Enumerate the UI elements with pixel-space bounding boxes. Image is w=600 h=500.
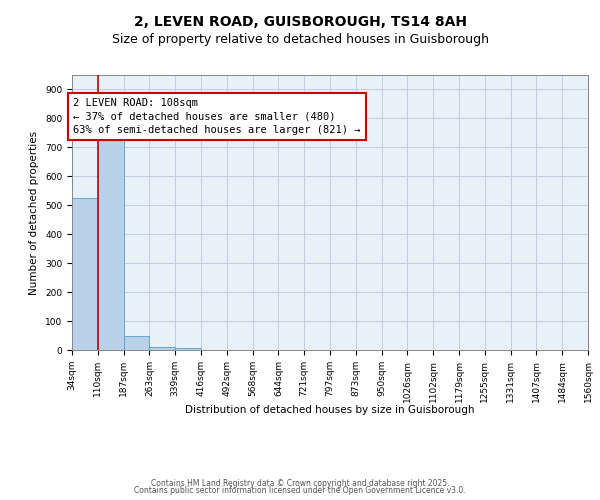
Text: Contains HM Land Registry data © Crown copyright and database right 2025.: Contains HM Land Registry data © Crown c…: [151, 478, 449, 488]
Text: Contains public sector information licensed under the Open Government Licence v3: Contains public sector information licen…: [134, 486, 466, 495]
Bar: [175, 348, 201, 350]
Bar: [72, 198, 98, 350]
X-axis label: Distribution of detached houses by size in Guisborough: Distribution of detached houses by size …: [185, 404, 475, 414]
Bar: [124, 336, 149, 350]
Bar: [98, 140, 124, 350]
Bar: [149, 347, 175, 350]
Text: 2, LEVEN ROAD, GUISBOROUGH, TS14 8AH: 2, LEVEN ROAD, GUISBOROUGH, TS14 8AH: [133, 15, 467, 29]
Text: 2 LEVEN ROAD: 108sqm
← 37% of detached houses are smaller (480)
63% of semi-deta: 2 LEVEN ROAD: 108sqm ← 37% of detached h…: [73, 98, 361, 134]
Text: Size of property relative to detached houses in Guisborough: Size of property relative to detached ho…: [112, 32, 488, 46]
Y-axis label: Number of detached properties: Number of detached properties: [29, 130, 40, 294]
